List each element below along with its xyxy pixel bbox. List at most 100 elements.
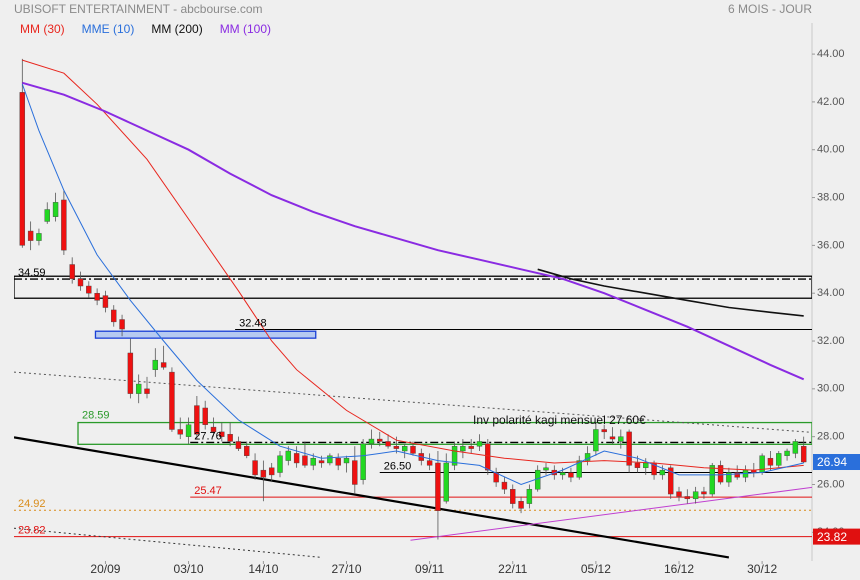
ma-line <box>22 59 804 471</box>
candle-body <box>144 388 150 394</box>
candle-body <box>111 309 117 323</box>
candle-body <box>27 230 34 241</box>
candle-body <box>252 460 258 476</box>
candle-body <box>19 92 26 246</box>
x-tick-label: 22/11 <box>498 562 527 576</box>
legend-entry: MM (100) <box>220 22 271 36</box>
y-tick-label: 26.00 <box>817 478 845 490</box>
price-tag <box>813 454 860 471</box>
candle-body <box>360 443 366 480</box>
ma-line <box>21 83 804 486</box>
candle-body <box>61 199 67 251</box>
candle-body <box>335 457 341 466</box>
x-tick-label: 09/11 <box>415 562 444 576</box>
candle-body <box>468 446 474 449</box>
plot-area <box>14 58 812 559</box>
candle-body <box>618 436 624 442</box>
price-tag-label: 23.82 <box>817 530 847 544</box>
x-tick-label: 03/10 <box>174 562 204 576</box>
candle-body <box>268 467 275 476</box>
level-label: 26.50 <box>384 460 412 472</box>
ma-line <box>22 81 805 381</box>
annotation: Inv polarité kagi mensuel 27.60€ <box>473 413 646 427</box>
level-label: 27.76 <box>194 430 222 442</box>
candle-body <box>368 438 375 445</box>
level-label: 23.82 <box>18 525 46 537</box>
candle-body <box>318 460 325 464</box>
candle-body <box>659 469 666 476</box>
price-tag <box>813 528 860 545</box>
x-tick-label: 05/12 <box>581 562 611 576</box>
candle-body <box>185 424 192 437</box>
candle-body <box>202 407 208 425</box>
candle-body <box>277 455 283 473</box>
candle-body <box>443 462 449 502</box>
candle-body <box>77 278 84 287</box>
candle-body <box>701 491 707 495</box>
legend-entry: MM (30) <box>20 22 65 36</box>
candle-body <box>119 319 125 330</box>
candle-body <box>94 292 100 301</box>
candle-body <box>52 202 59 217</box>
ma-line <box>537 268 804 317</box>
zone-label: 28.59 <box>82 409 110 421</box>
candle-body <box>160 362 167 368</box>
candle-body <box>626 431 632 466</box>
candle-body <box>260 469 267 478</box>
candle-body <box>543 467 549 471</box>
legend-entry: MME (10) <box>82 22 135 36</box>
y-tick-label: 30.00 <box>817 383 845 395</box>
candle-body <box>709 465 715 495</box>
y-tick-label: 32.00 <box>817 335 845 347</box>
trendline <box>410 486 812 541</box>
candle-body <box>435 462 441 511</box>
trendline <box>14 527 322 558</box>
candle-body <box>776 453 782 466</box>
candle-body <box>426 460 433 466</box>
price-tag-label: 26.94 <box>817 455 847 469</box>
level-label: 32.48 <box>239 317 267 329</box>
candle-body <box>634 462 641 468</box>
level-label: 25.47 <box>194 485 222 497</box>
candle-body <box>152 359 159 370</box>
candle-body <box>227 434 233 442</box>
candle-body <box>676 491 682 497</box>
candle-body <box>734 472 740 478</box>
y-tick-label: 34.00 <box>817 287 845 299</box>
trendline <box>14 436 730 559</box>
candle-body <box>343 457 350 464</box>
candle-body <box>800 446 807 463</box>
candle-body <box>44 209 50 222</box>
candle-body <box>759 455 765 473</box>
candle-body <box>601 429 607 433</box>
candle-body <box>451 446 458 466</box>
candle-body <box>593 429 599 452</box>
candle-body <box>692 491 699 500</box>
legend-entry: MM (200) <box>151 22 202 36</box>
zone <box>14 275 812 299</box>
candle-body <box>36 233 42 241</box>
candle-body <box>568 472 574 478</box>
candle-body <box>609 436 616 440</box>
candle-body <box>177 429 183 435</box>
candle-body <box>501 481 508 490</box>
candle-body <box>377 438 383 442</box>
candle-body <box>401 446 408 452</box>
candle-body <box>643 462 649 468</box>
trendline <box>14 371 812 433</box>
candle-body <box>476 441 483 447</box>
candle-body <box>293 453 300 464</box>
candle-body <box>310 457 316 466</box>
x-tick-label: 20/09 <box>90 562 120 576</box>
candle-body <box>460 446 466 452</box>
candle-body <box>285 450 292 461</box>
candle-body <box>210 426 217 433</box>
candle-body <box>526 489 533 504</box>
candle-body <box>127 352 134 394</box>
candle-body <box>169 371 175 430</box>
candle-body <box>235 441 242 449</box>
x-tick-label: 14/10 <box>248 562 278 576</box>
candle-body <box>302 455 308 466</box>
candle-body <box>385 441 391 447</box>
